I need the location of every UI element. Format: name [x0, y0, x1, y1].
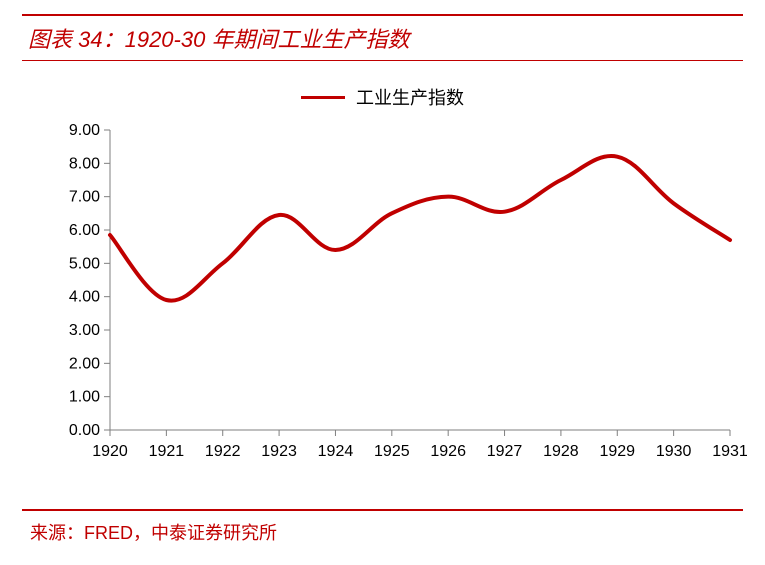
svg-text:1926: 1926 — [430, 443, 466, 460]
svg-text:4.00: 4.00 — [69, 289, 100, 306]
source-text: FRED，中泰证券研究所 — [84, 523, 277, 543]
svg-text:1928: 1928 — [543, 443, 579, 460]
svg-text:1920: 1920 — [92, 443, 128, 460]
svg-text:0.00: 0.00 — [69, 422, 100, 439]
svg-text:5.00: 5.00 — [69, 255, 100, 272]
bottom-rule — [22, 509, 743, 511]
svg-text:1929: 1929 — [599, 443, 635, 460]
line-chart-svg: 0.00 1.00 2.00 3.00 4.00 5.00 6.00 7.00 8.00 9.00… — [50, 120, 740, 480]
svg-text:6.00: 6.00 — [69, 222, 100, 239]
chart-title-bar: 图表 34：1920-30 年期间工业生产指数 — [22, 14, 743, 61]
source-prefix: 来源： — [30, 523, 84, 543]
svg-text:7.00: 7.00 — [69, 189, 100, 206]
legend-label: 工业生产指数 — [356, 88, 464, 108]
svg-text:1931: 1931 — [712, 443, 748, 460]
svg-text:1924: 1924 — [318, 443, 354, 460]
svg-text:1927: 1927 — [487, 443, 523, 460]
svg-text:1.00: 1.00 — [69, 389, 100, 406]
chart-title: 图表 34：1920-30 年期间工业生产指数 — [28, 27, 409, 52]
source-line: 来源：FRED，中泰证券研究所 — [30, 519, 277, 545]
legend: 工业生产指数 — [0, 84, 765, 110]
legend-swatch — [301, 96, 345, 99]
svg-text:3.00: 3.00 — [69, 322, 100, 339]
title-body: 1920-30 年期间工业生产指数 — [125, 27, 410, 52]
svg-text:1923: 1923 — [261, 443, 297, 460]
svg-text:8.00: 8.00 — [69, 155, 100, 172]
svg-text:2.00: 2.00 — [69, 355, 100, 372]
svg-text:9.00: 9.00 — [69, 122, 100, 139]
svg-text:1930: 1930 — [656, 443, 692, 460]
title-prefix: 图表 34： — [28, 27, 125, 52]
svg-text:1922: 1922 — [205, 443, 241, 460]
svg-text:1921: 1921 — [149, 443, 185, 460]
chart-area: 0.00 1.00 2.00 3.00 4.00 5.00 6.00 7.00 8.00 9.00… — [50, 120, 740, 480]
svg-text:1925: 1925 — [374, 443, 410, 460]
